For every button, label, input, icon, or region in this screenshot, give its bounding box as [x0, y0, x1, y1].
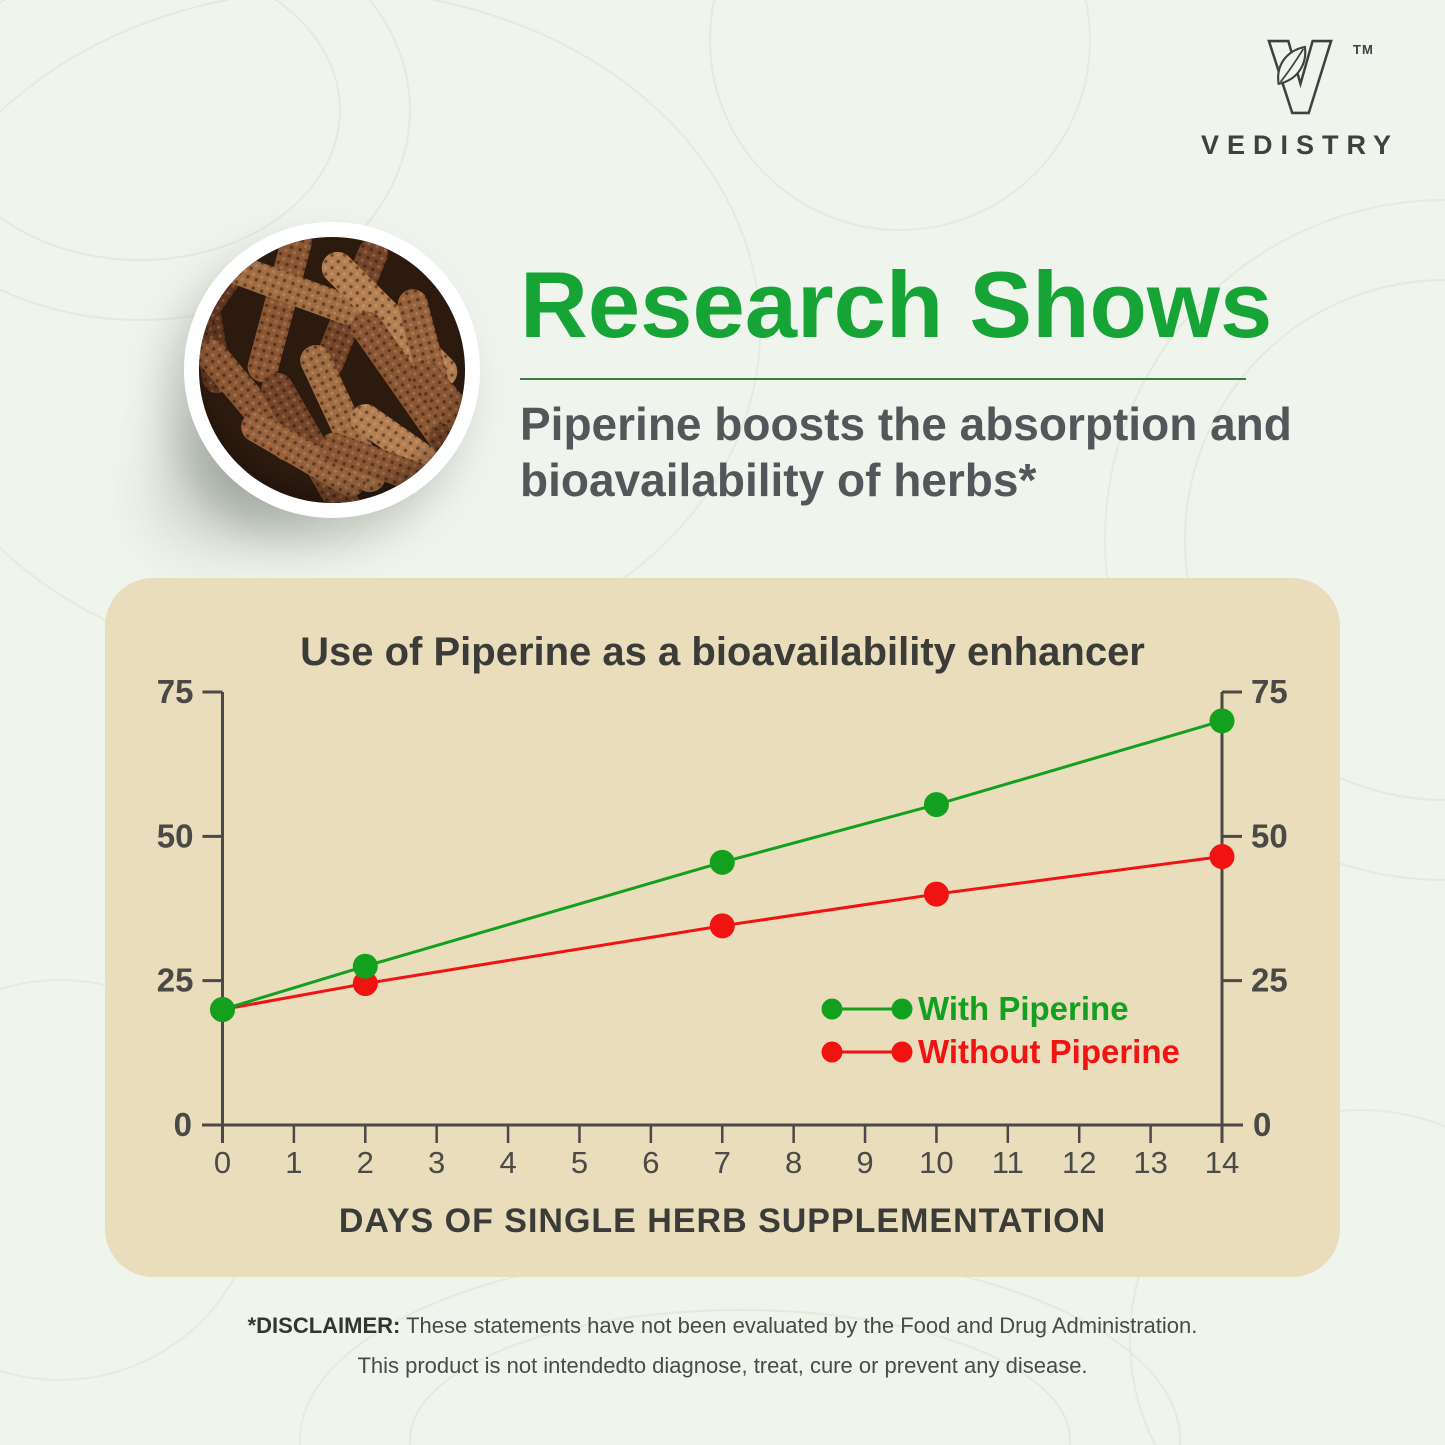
- chart-title: Use of Piperine as a bioavailability enh…: [300, 630, 1145, 674]
- legend-swatch-dot: [821, 998, 843, 1020]
- y-tick-label-right: 50: [1251, 817, 1288, 854]
- title-underline: [520, 378, 1246, 380]
- x-tick-label: 14: [1205, 1145, 1239, 1180]
- long-pepper-photo: [198, 236, 466, 504]
- y-tick-label-left: 0: [174, 1106, 192, 1143]
- x-tick-label: 4: [499, 1145, 516, 1180]
- x-tick-label: 7: [714, 1145, 731, 1180]
- data-point-series-0: [709, 849, 735, 875]
- x-tick-label: 13: [1133, 1145, 1167, 1180]
- hero-photo-circle: [184, 222, 480, 518]
- legend-swatch-dot: [821, 1041, 843, 1063]
- disclaimer-label: *DISCLAIMER:: [247, 1313, 401, 1338]
- x-tick-label: 11: [992, 1145, 1024, 1180]
- disclaimer-line-1: *DISCLAIMER: These statements have not b…: [247, 1313, 1198, 1338]
- legend-label: Without Piperine: [918, 1033, 1180, 1070]
- headline-block: Research Shows Piperine boosts the absor…: [520, 252, 1292, 508]
- x-axis-label: DAYS OF SINGLE HERB SUPPLEMENTATION: [338, 1202, 1107, 1240]
- x-tick-label: 3: [428, 1145, 445, 1180]
- y-tick-label-left: 25: [157, 962, 194, 999]
- x-tick-label: 10: [919, 1145, 953, 1180]
- data-point-series-1: [923, 881, 949, 907]
- y-tick-label-left: 50: [157, 817, 194, 854]
- brand-wordmark: VEDISTRY: [1200, 130, 1400, 160]
- x-tick-label: 9: [856, 1145, 873, 1180]
- data-point-series-0: [352, 953, 378, 979]
- data-point-series-0: [210, 997, 235, 1023]
- trademark-symbol: TM: [1353, 42, 1374, 57]
- x-tick-label: 1: [285, 1145, 302, 1180]
- data-point-series-0: [923, 792, 949, 818]
- y-tick-label-right: 75: [1251, 673, 1288, 710]
- x-tick-label: 2: [357, 1145, 374, 1180]
- data-point-series-1: [1209, 844, 1235, 870]
- x-tick-label: 0: [214, 1145, 231, 1180]
- x-tick-label: 6: [642, 1145, 659, 1180]
- page-title: Research Shows: [520, 252, 1273, 357]
- v-leaf-logo-icon: [1267, 39, 1333, 115]
- x-tick-label: 8: [785, 1145, 802, 1180]
- brand-logo: TM VEDISTRY: [1185, 38, 1415, 161]
- x-tick-label: 5: [571, 1145, 588, 1180]
- chart-panel: Use of Piperine as a bioavailability enh…: [105, 578, 1340, 1277]
- legend-label: With Piperine: [918, 990, 1129, 1027]
- data-point-series-1: [352, 971, 378, 997]
- y-tick-label-right: 0: [1253, 1106, 1271, 1143]
- legend-swatch-dot: [891, 1041, 913, 1063]
- x-tick-label: 12: [1062, 1145, 1096, 1180]
- y-tick-label-left: 75: [157, 673, 194, 710]
- data-point-series-1: [709, 913, 735, 939]
- disclaimer: *DISCLAIMER: These statements have not b…: [0, 1306, 1445, 1386]
- legend-swatch-dot: [891, 998, 913, 1020]
- page-subtitle: Piperine boosts the absorption and bioav…: [520, 398, 1292, 507]
- disclaimer-line-2: This product is not intendedto diagnose,…: [357, 1353, 1088, 1378]
- y-tick-label-right: 25: [1251, 962, 1288, 999]
- data-point-series-0: [1209, 708, 1235, 734]
